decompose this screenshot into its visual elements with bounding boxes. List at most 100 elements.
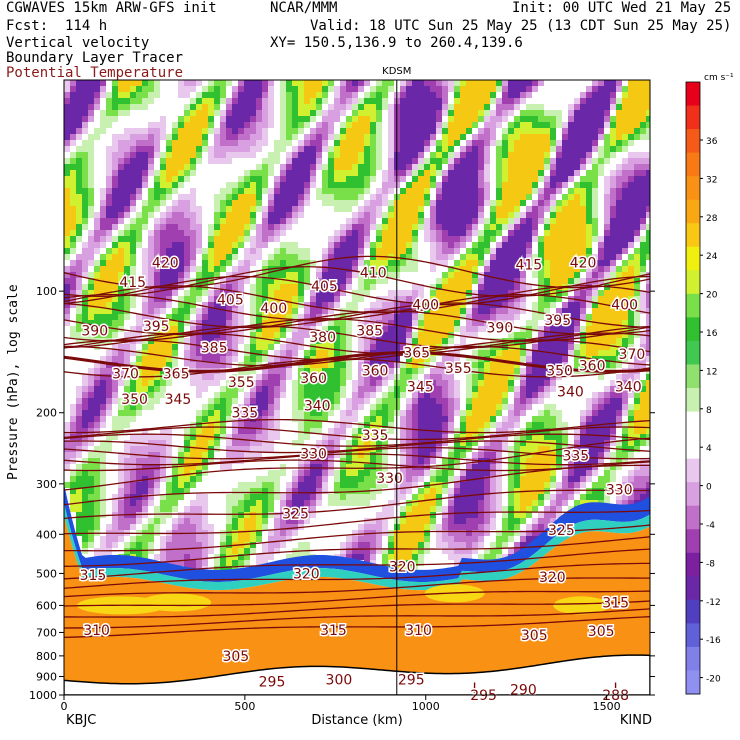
vv-cell xyxy=(436,104,442,110)
vv-cell xyxy=(484,146,490,152)
vv-cell xyxy=(202,110,208,116)
vv-cell xyxy=(418,128,424,134)
vv-cell xyxy=(340,80,346,86)
vv-cell xyxy=(106,200,112,206)
vv-cell xyxy=(502,128,508,134)
vv-cell xyxy=(76,128,82,134)
vv-cell xyxy=(202,560,208,566)
vv-cell xyxy=(286,200,292,206)
vv-cell xyxy=(70,236,76,242)
vv-cell xyxy=(472,332,478,338)
vv-cell xyxy=(172,500,178,506)
vv-cell xyxy=(424,416,430,422)
vv-cell xyxy=(88,542,94,548)
vv-cell xyxy=(154,488,160,494)
vv-cell xyxy=(208,128,214,134)
vv-cell xyxy=(154,92,160,98)
vv-cell xyxy=(316,398,322,404)
vv-cell xyxy=(154,248,160,254)
vv-cell xyxy=(94,242,100,248)
vv-cell xyxy=(82,260,88,266)
vv-cell xyxy=(334,488,340,494)
vv-cell xyxy=(364,218,370,224)
vv-cell xyxy=(448,266,454,272)
vv-cell xyxy=(136,152,142,158)
vv-cell xyxy=(202,512,208,518)
vv-cell xyxy=(298,404,304,410)
vv-cell xyxy=(460,314,466,320)
vv-cell xyxy=(418,146,424,152)
vv-cell xyxy=(196,554,202,560)
vv-cell xyxy=(454,284,460,290)
vv-cell xyxy=(412,140,418,146)
vv-cell xyxy=(208,110,214,116)
vv-cell xyxy=(514,248,520,254)
vv-cell xyxy=(352,398,358,404)
vv-cell xyxy=(502,320,508,326)
vv-cell xyxy=(322,344,328,350)
vv-cell xyxy=(442,122,448,128)
vv-cell xyxy=(406,368,412,374)
vv-cell xyxy=(130,404,136,410)
vv-cell xyxy=(286,194,292,200)
vv-cell xyxy=(184,254,190,260)
vv-cell xyxy=(376,122,382,128)
vv-cell xyxy=(112,356,118,362)
vv-cell xyxy=(442,200,448,206)
vv-cell xyxy=(190,536,196,542)
vv-cell xyxy=(478,524,484,530)
vv-cell xyxy=(88,368,94,374)
vv-cell xyxy=(118,350,124,356)
vv-cell xyxy=(136,470,142,476)
vv-cell xyxy=(184,110,190,116)
vv-cell xyxy=(232,236,238,242)
vv-cell xyxy=(136,446,142,452)
vv-cell xyxy=(76,308,82,314)
vv-cell xyxy=(514,344,520,350)
vv-cell xyxy=(256,236,262,242)
vv-cell xyxy=(400,200,406,206)
vv-cell xyxy=(220,200,226,206)
vv-cell xyxy=(112,368,118,374)
vv-cell xyxy=(136,392,142,398)
vv-cell xyxy=(220,464,226,470)
vv-cell xyxy=(472,548,478,554)
vv-cell xyxy=(400,194,406,200)
vv-cell xyxy=(142,476,148,482)
vv-cell xyxy=(298,164,304,170)
vv-cell xyxy=(256,404,262,410)
vv-cell xyxy=(508,494,514,500)
vv-cell xyxy=(142,548,148,554)
vv-cell xyxy=(514,200,520,206)
vv-cell xyxy=(496,320,502,326)
vv-cell xyxy=(328,446,334,452)
vv-cell xyxy=(256,536,262,542)
vv-cell xyxy=(388,548,394,554)
vv-cell xyxy=(286,98,292,104)
vv-cell xyxy=(322,278,328,284)
vv-cell xyxy=(142,146,148,152)
vv-cell xyxy=(214,218,220,224)
vv-cell xyxy=(418,110,424,116)
vv-cell xyxy=(364,266,370,272)
vv-cell xyxy=(334,242,340,248)
vv-cell xyxy=(346,140,352,146)
vv-cell xyxy=(514,212,520,218)
vv-cell xyxy=(502,194,508,200)
field-bl-tracer: Boundary Layer Tracer xyxy=(6,50,184,66)
vv-cell xyxy=(196,428,202,434)
vv-cell xyxy=(442,374,448,380)
vv-cell xyxy=(100,446,106,452)
vv-cell xyxy=(292,122,298,128)
vv-cell xyxy=(400,248,406,254)
vv-cell xyxy=(364,206,370,212)
vv-cell xyxy=(226,236,232,242)
vv-cell xyxy=(292,302,298,308)
vv-cell xyxy=(280,530,286,536)
vv-cell xyxy=(346,542,352,548)
vv-cell xyxy=(160,212,166,218)
vv-cell xyxy=(76,332,82,338)
vv-cell xyxy=(226,260,232,266)
vv-cell xyxy=(364,116,370,122)
vv-cell xyxy=(508,290,514,296)
